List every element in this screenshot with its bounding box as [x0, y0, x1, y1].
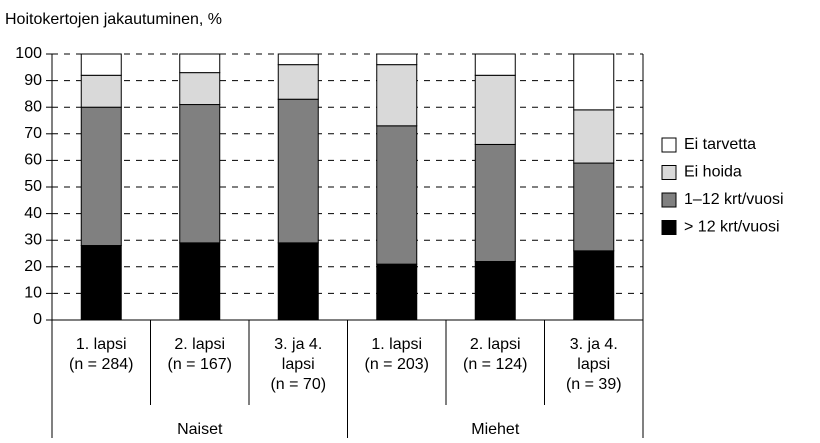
bar-segment [179, 53, 221, 74]
x-tick-label: (n = 39) [566, 376, 622, 393]
y-tick-label: 70 [24, 125, 42, 142]
y-tick-label: 80 [24, 98, 42, 115]
y-tick-label: 60 [24, 152, 42, 169]
y-tick-label: 90 [24, 72, 42, 89]
x-tick-label: (n = 284) [69, 356, 133, 373]
bar-segment [179, 72, 221, 106]
legend-swatch [661, 192, 677, 208]
bar-segment [474, 53, 516, 76]
legend-swatch [661, 137, 677, 153]
y-tick-label: 40 [24, 205, 42, 222]
bar-segment [80, 53, 122, 76]
chart-title: Hoitokertojen jakautuminen, % [5, 11, 222, 28]
x-tick-label: lapsi [282, 356, 315, 373]
bar-segment [474, 143, 516, 262]
bar-segment [573, 53, 615, 111]
x-tick-label: 3. ja 4. [570, 336, 618, 353]
x-tick-label: 1. lapsi [76, 336, 127, 353]
bar-segment [179, 242, 221, 321]
x-tick-label: (n = 203) [365, 356, 429, 373]
bar-segment [573, 250, 615, 321]
x-tick-label: 2. lapsi [470, 336, 521, 353]
legend-swatch [661, 220, 677, 235]
y-tick-label: 30 [24, 231, 42, 248]
bar-segment [474, 74, 516, 145]
legend-label: 1–12 krt/vuosi [684, 191, 784, 208]
legend-label: Ei hoida [684, 164, 742, 181]
bar-segment [277, 242, 319, 321]
legend-swatch [661, 165, 677, 180]
y-tick-label: 20 [24, 258, 42, 275]
x-tick-label: 2. lapsi [174, 336, 225, 353]
group-label: Miehet [471, 421, 520, 438]
x-tick-label: (n = 167) [168, 356, 232, 373]
bar-segment [277, 64, 319, 100]
bar-segment [573, 162, 615, 252]
bar-segment [80, 245, 122, 321]
bar-segment [474, 260, 516, 321]
legend-label: > 12 krt/vuosi [684, 219, 780, 236]
y-tick-label: 0 [33, 311, 42, 328]
x-tick-label: (n = 124) [463, 356, 527, 373]
group-label: Naiset [177, 421, 223, 438]
y-tick-label: 100 [15, 45, 42, 62]
bar-segment [573, 109, 615, 164]
bar-segment [376, 263, 418, 321]
bar-segment [80, 106, 122, 247]
bar-segment [376, 64, 418, 127]
x-tick-label: lapsi [577, 356, 610, 373]
x-tick-label: (n = 70) [270, 376, 326, 393]
bar-segment [277, 53, 319, 66]
bar-segment [376, 53, 418, 66]
x-tick-label: 1. lapsi [371, 336, 422, 353]
legend-label: Ei tarvetta [684, 136, 756, 153]
bar-segment [277, 98, 319, 244]
y-tick-label: 50 [24, 178, 42, 195]
bar-segment [179, 104, 221, 244]
bar-segment [376, 125, 418, 265]
x-tick-label: 3. ja 4. [274, 336, 322, 353]
y-tick-label: 10 [24, 285, 42, 302]
bar-segment [80, 74, 122, 108]
